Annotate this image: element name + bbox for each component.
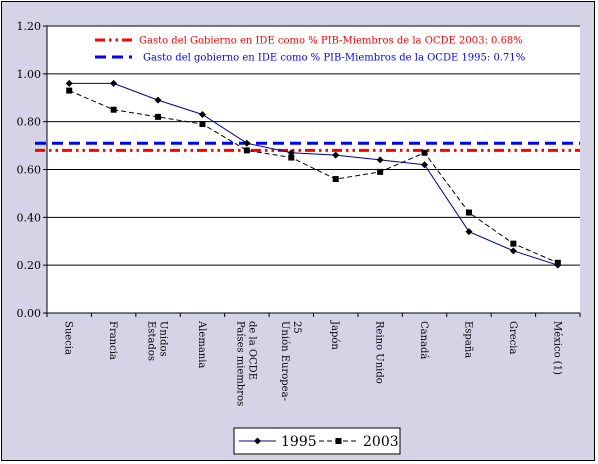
series-1995-point — [465, 228, 473, 236]
legend-series-marker — [254, 437, 261, 445]
y-tick-label: 1.00 — [17, 68, 42, 81]
series-2003-point — [155, 113, 162, 120]
legend-series-label: 1995 — [281, 434, 317, 450]
x-tick-label: España — [462, 321, 473, 358]
y-tick-label: 0.80 — [17, 116, 42, 129]
y-tick-label: 1.20 — [17, 20, 42, 33]
x-tick-label: Grecia — [507, 321, 518, 354]
x-tick-label: Suecia — [63, 321, 74, 355]
series-2003-point — [243, 147, 250, 154]
series-2003-point — [510, 240, 517, 247]
series-1995-point — [110, 79, 118, 87]
series-1995-point — [243, 139, 251, 147]
series-1995-point — [332, 151, 340, 159]
series-1995-point — [421, 161, 429, 169]
y-tick-label: 0.00 — [17, 307, 42, 320]
series-2003-point — [288, 154, 295, 161]
series-2003-line — [69, 90, 558, 264]
x-tick-label: Alemania — [196, 320, 207, 368]
y-tick-label: 0.60 — [17, 164, 42, 177]
x-tick-label: Japón — [329, 320, 340, 350]
legend-series-marker — [335, 438, 342, 444]
reference-legend-label: Gasto del gobierno en IDE como % PIB-Mie… — [143, 53, 525, 64]
reference-legend-label: Gasto del Gobierno en IDE como % PIB-Mie… — [139, 36, 523, 47]
series-1995-point — [65, 79, 73, 87]
series-1995-point — [287, 149, 295, 157]
series-2003-point — [332, 176, 339, 183]
x-tick-label: EstadosUnidos — [146, 321, 169, 361]
series-1995-point — [198, 110, 206, 118]
y-tick-label: 0.20 — [17, 259, 42, 272]
x-tick-label: Canadá — [418, 321, 429, 359]
series-1995-line — [69, 82, 558, 266]
series-2003-point — [110, 106, 117, 113]
series-2003-point — [554, 259, 561, 266]
x-tick-label: Francia — [107, 321, 118, 360]
x-tick-label: Países miembrosde la OCDE — [234, 321, 257, 406]
x-tick-label: Reino Unido — [374, 321, 385, 384]
series-1995-point — [376, 156, 384, 164]
series-2003-point — [465, 209, 472, 216]
series-1995-point — [509, 247, 517, 255]
y-tick-label: 0.40 — [17, 211, 42, 224]
legend-series-label: 2003 — [363, 434, 399, 450]
x-tick-label: México (1) — [551, 321, 562, 375]
x-tick-label: Unión Europea-25 — [279, 321, 302, 401]
series-2003-point — [421, 149, 428, 156]
series-2003-point — [377, 168, 384, 175]
series-2003-point — [199, 121, 206, 128]
series-2003-point — [66, 87, 73, 94]
series-1995-point — [154, 96, 162, 104]
